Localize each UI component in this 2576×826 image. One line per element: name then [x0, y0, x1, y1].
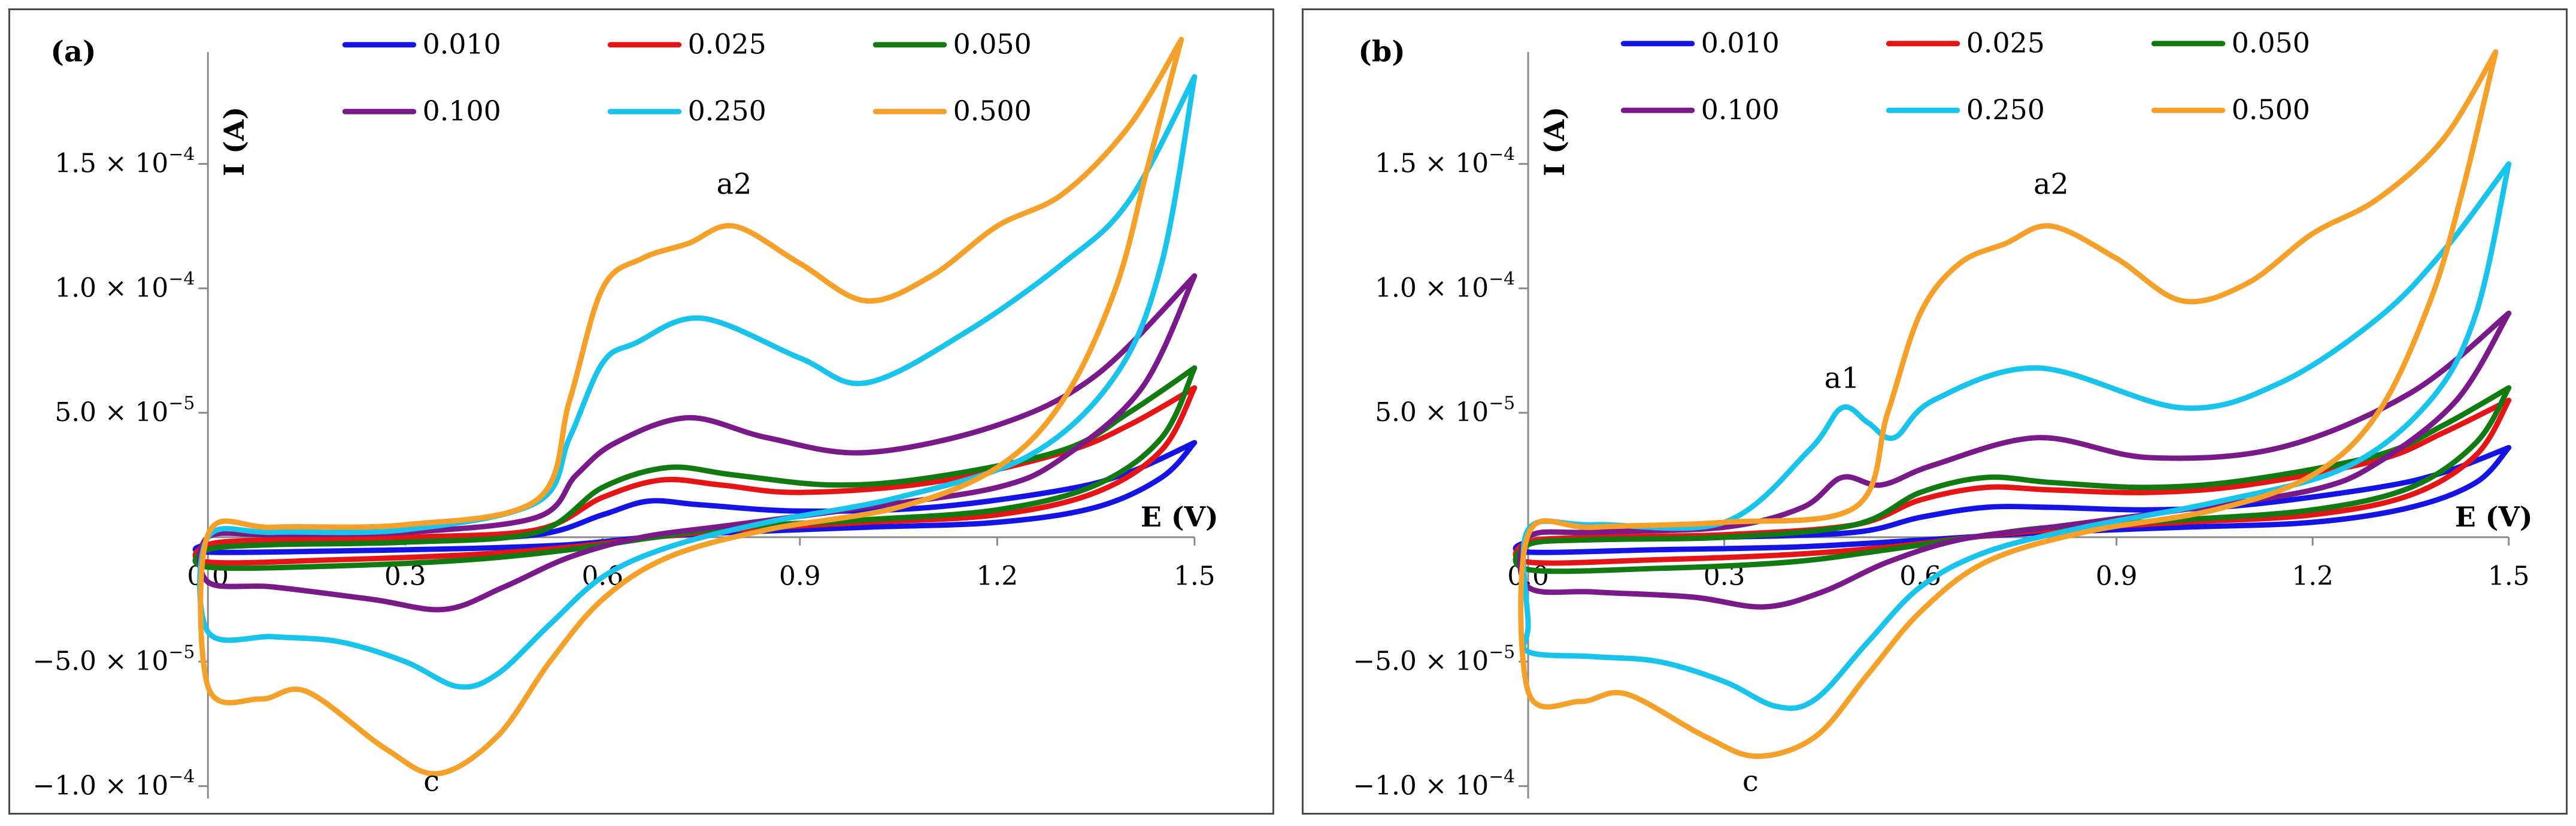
legend-label: 0.010 — [1701, 27, 1780, 59]
chart-b-svg: (b) 1.5 × 10−4 1.0 × 10−4 5.0 × 10−5 −5.0 ×… — [1353, 27, 2533, 801]
legend-label: 0.050 — [953, 28, 1032, 60]
x-tick-label: 0.9 — [2096, 561, 2138, 592]
legend-label: 0.100 — [1701, 93, 1780, 126]
annotation-a2: a2 — [717, 168, 752, 201]
legend-item-0.025: 0.025 — [1886, 27, 2045, 59]
y-tick-label: −1.0 × 10−4 — [1353, 766, 1515, 801]
y-tick-label: 1.5 × 10−4 — [54, 144, 195, 179]
legend-item-0.250: 0.250 — [607, 95, 766, 127]
legend-item-0.100: 0.100 — [1620, 93, 1780, 126]
legend-item-0.100: 0.100 — [342, 95, 501, 127]
panel-a-label: (a) — [50, 35, 96, 69]
legend-label: 0.250 — [1966, 93, 2045, 126]
y-axis-title: I (A) — [218, 107, 250, 176]
annotation-a2: a2 — [2033, 168, 2069, 201]
y-tick-label: 5.0 × 10−5 — [1375, 393, 1515, 428]
legend-label: 0.500 — [953, 95, 1032, 127]
annotation-c: c — [423, 766, 440, 798]
chart-panel-b: (b) 1.5 × 10−4 1.0 × 10−4 5.0 × 10−5 −5.0 ×… — [1302, 8, 2568, 815]
legend-label: 0.050 — [2232, 27, 2310, 59]
legend-item-0.010: 0.010 — [1620, 27, 1780, 59]
legend-item-0.500: 0.500 — [872, 95, 1032, 127]
y-tick-label: 1.0 × 10−4 — [54, 268, 195, 303]
series-line-0.250 — [1520, 161, 2512, 711]
series-line-0.500 — [198, 37, 1184, 777]
y-tick-label: −5.0 × 10−5 — [33, 642, 195, 677]
legend-label: 0.010 — [423, 28, 501, 60]
y-tick-label: −1.0 × 10−4 — [33, 766, 195, 801]
x-axis-title: E (V) — [2455, 501, 2533, 533]
chart-panel-a: (a) 1.5 × 10−4 1.0 × 10−4 5.0 × 10−5 −5.0 ×… — [8, 8, 1274, 815]
legend-item-0.050: 0.050 — [872, 28, 1032, 60]
y-tick-label: 1.0 × 10−4 — [1375, 268, 1515, 303]
y-tick-label: −5.0 × 10−5 — [1353, 642, 1515, 677]
legend-label: 0.025 — [688, 28, 766, 60]
y-tick-label: 5.0 × 10−5 — [54, 393, 195, 428]
legend-item-0.500: 0.500 — [2151, 93, 2310, 126]
annotation-a1: a1 — [1825, 362, 1860, 395]
x-tick-label: 0.9 — [779, 561, 821, 592]
x-tick-label: 1.5 — [2488, 561, 2530, 592]
legend-item-0.025: 0.025 — [607, 28, 766, 60]
x-axis-title: E (V) — [1141, 501, 1219, 533]
y-tick-label: 1.5 × 10−4 — [1375, 144, 1515, 179]
legend-item-0.050: 0.050 — [2151, 27, 2310, 59]
x-tick-label: 1.2 — [977, 561, 1019, 592]
legend-label: 0.250 — [688, 95, 766, 127]
panel-b-label: (b) — [1358, 35, 1405, 69]
y-axis-title: I (A) — [1538, 107, 1571, 176]
legend-label: 0.500 — [2232, 93, 2310, 126]
annotation-c: c — [1742, 766, 1759, 798]
legend-label: 0.100 — [423, 95, 501, 127]
x-tick-label: 1.2 — [2292, 561, 2333, 592]
legend-item-0.250: 0.250 — [1886, 93, 2045, 126]
legend-item-0.010: 0.010 — [342, 28, 501, 60]
chart-a-svg: (a) 1.5 × 10−4 1.0 × 10−4 5.0 × 10−5 −5.0 ×… — [33, 28, 1219, 801]
series-line-0.500 — [1518, 49, 2499, 760]
x-tick-label: 1.5 — [1174, 561, 1216, 592]
series-line-0.100 — [197, 273, 1198, 613]
legend-label: 0.025 — [1966, 27, 2045, 59]
series-line-0.250 — [197, 74, 1198, 690]
